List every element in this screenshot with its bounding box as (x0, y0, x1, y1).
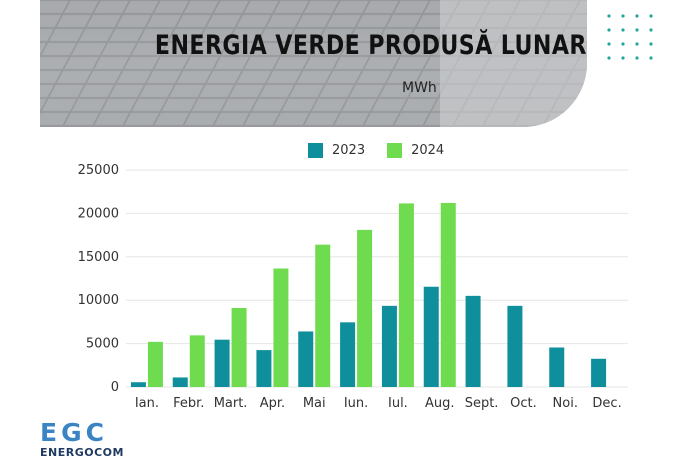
bar-2023 (256, 350, 272, 387)
x-tick-label: Ian. (135, 396, 159, 411)
y-tick-label: 20000 (78, 206, 119, 221)
x-tick-label: Sept. (465, 396, 499, 411)
dot (607, 28, 611, 32)
bar-2024 (398, 203, 414, 387)
dot (607, 14, 611, 18)
bar-2023 (214, 339, 230, 387)
x-tick-label: Mai (303, 396, 326, 411)
bar-2023 (381, 305, 397, 387)
y-tick-label: 15000 (78, 250, 119, 265)
legend-swatch-2023 (308, 142, 323, 158)
dots-decoration (607, 14, 653, 60)
dot (649, 14, 653, 18)
x-tick-label: Apr. (260, 396, 285, 411)
dot (649, 56, 653, 60)
legend-item-2024: 2024 (387, 142, 445, 158)
bar-2024 (357, 229, 373, 387)
x-tick-label: Dec. (592, 396, 621, 411)
dot (607, 42, 611, 46)
solar-panel-image (40, 0, 587, 127)
dot (635, 42, 639, 46)
header-banner: ENERGIA VERDE PRODUSĂ LUNAR MWh (40, 0, 587, 127)
bar-2023 (423, 286, 439, 387)
bar-2024 (189, 335, 205, 387)
dot (621, 14, 625, 18)
legend-label-2024: 2024 (411, 142, 445, 158)
y-tick-label: 5000 (86, 337, 119, 352)
dot (621, 28, 625, 32)
bar-2023 (172, 377, 188, 387)
logo: EGC ENERGOCOM (40, 420, 140, 460)
legend-label-2023: 2023 (332, 142, 366, 158)
dot (635, 28, 639, 32)
y-tick-label: 10000 (78, 293, 119, 308)
legend: 2023 2024 (308, 140, 466, 160)
logo-mark: EGC (40, 418, 108, 447)
legend-swatch-2024 (387, 142, 403, 158)
legend-item-2023: 2023 (308, 142, 366, 158)
unit-label: MWh (402, 80, 437, 96)
x-tick-label: Oct. (510, 396, 537, 411)
bar-2023 (465, 295, 481, 387)
dot (621, 56, 625, 60)
dot (635, 56, 639, 60)
x-tick-label: Mart. (214, 396, 248, 411)
x-tick-label: Iun. (344, 396, 368, 411)
x-tick-label: Noi. (553, 396, 578, 411)
bar-2024 (231, 308, 247, 387)
bar-2024 (147, 341, 163, 387)
bar-2024 (440, 202, 456, 387)
dot (649, 42, 653, 46)
bar-2023 (298, 331, 314, 387)
dot (635, 14, 639, 18)
bar-2023 (507, 305, 523, 387)
bar-2023 (591, 358, 607, 387)
dot (649, 28, 653, 32)
bar-2023 (549, 347, 565, 387)
y-tick-label: 25000 (78, 163, 119, 178)
bar-2024 (273, 268, 289, 387)
dot (607, 56, 611, 60)
y-tick-label: 0 (111, 380, 119, 395)
dot (621, 42, 625, 46)
x-tick-label: Iul. (388, 396, 408, 411)
logo-text: ENERGOCOM (40, 446, 124, 459)
x-tick-label: Febr. (173, 396, 204, 411)
x-tick-label: Aug. (425, 396, 455, 411)
bar-2023 (130, 382, 146, 387)
bar-2023 (340, 322, 356, 387)
bar-2024 (315, 244, 331, 387)
page-title: ENERGIA VERDE PRODUSĂ LUNAR (154, 30, 587, 61)
